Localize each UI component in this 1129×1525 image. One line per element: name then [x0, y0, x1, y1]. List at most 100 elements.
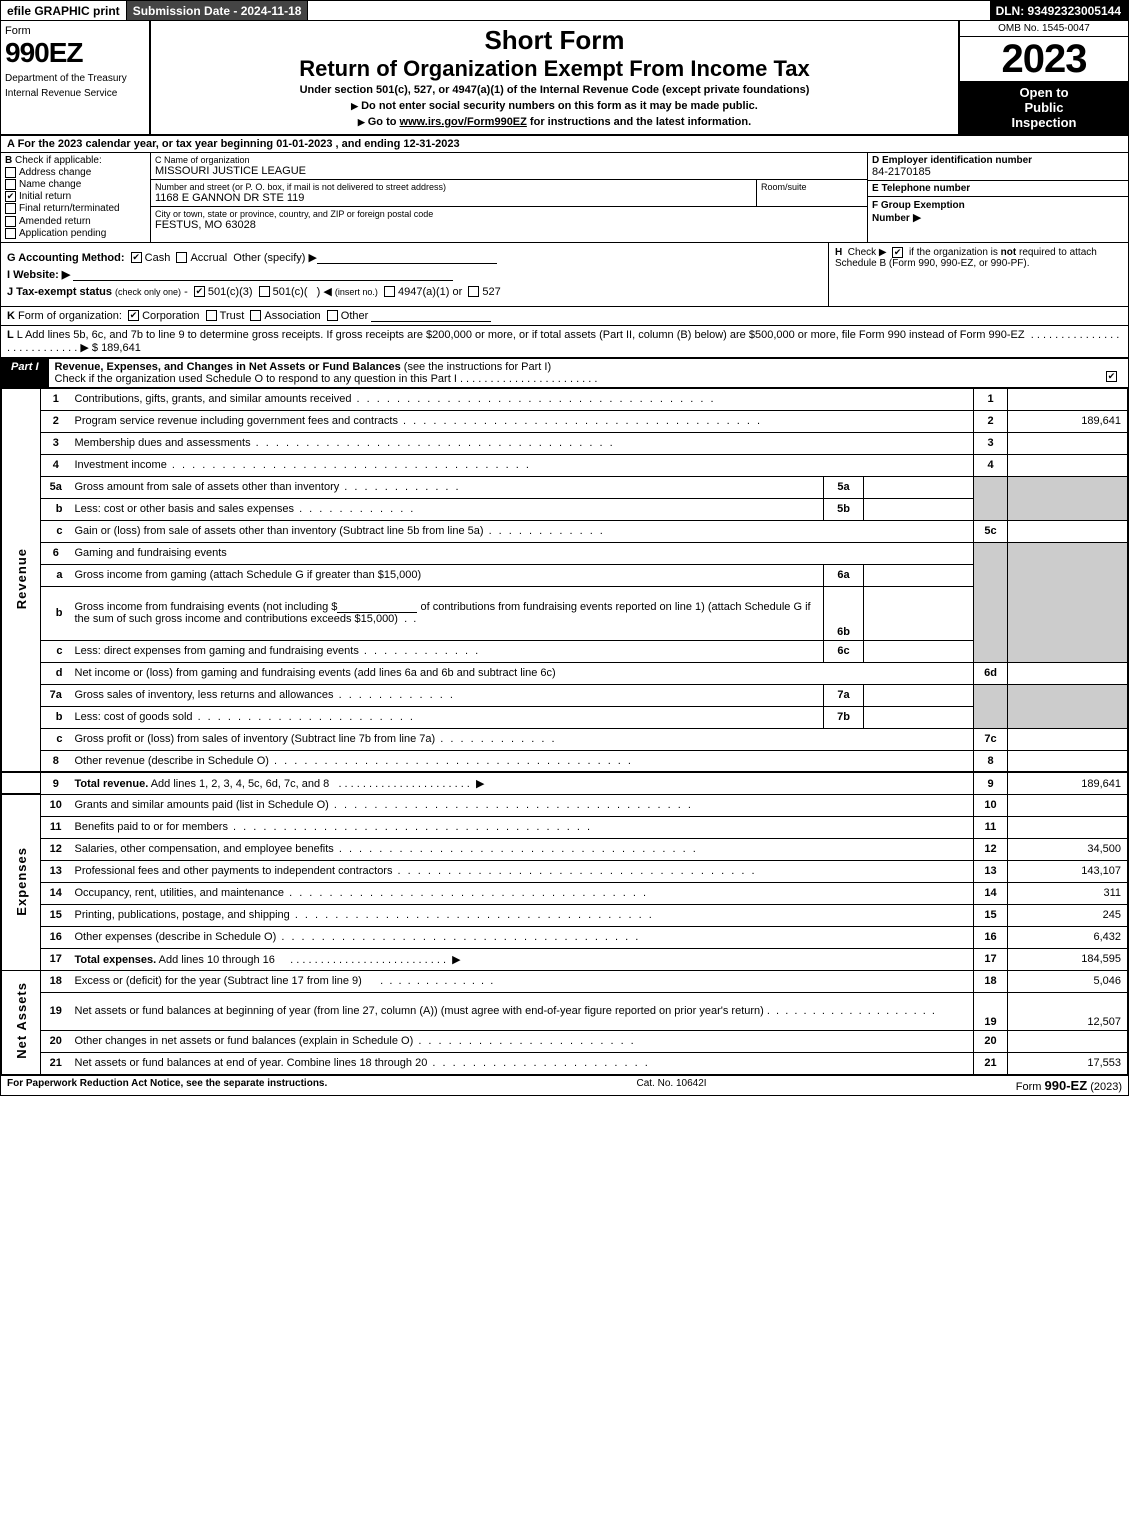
form-number: 990EZ — [5, 37, 145, 69]
ck-accrual[interactable] — [176, 252, 187, 263]
open-line2: Public — [964, 100, 1124, 115]
footer-right: Form 990-EZ (2023) — [1016, 1078, 1122, 1093]
street-label: Number and street (or P. O. box, if mail… — [155, 182, 752, 192]
phone-row: E Telephone number — [868, 181, 1128, 197]
l9-rnum: 9 — [974, 772, 1008, 794]
l10-desc: Grants and similar amounts paid (list in… — [71, 794, 974, 816]
l8-desc: Other revenue (describe in Schedule O) — [71, 750, 974, 772]
group-exemption-label: F Group Exemption — [872, 200, 965, 211]
col-c: C Name of organization MISSOURI JUSTICE … — [151, 153, 868, 242]
ck-4947[interactable] — [384, 286, 395, 297]
l15-num: 15 — [41, 904, 71, 926]
row-l-amount: 189,641 — [101, 342, 141, 354]
org-name-label: C Name of organization — [155, 155, 863, 165]
ck-501c[interactable] — [259, 286, 270, 297]
l14-num: 14 — [41, 882, 71, 904]
ck-trust[interactable] — [206, 310, 217, 321]
topbar: efile GRAPHIC print Submission Date - 20… — [1, 1, 1128, 21]
under-section: Under section 501(c), 527, or 4947(a)(1)… — [155, 84, 954, 96]
goto-link[interactable]: www.irs.gov/Form990EZ — [400, 116, 527, 128]
l6b-num: b — [41, 586, 71, 640]
l9-num: 9 — [41, 772, 71, 794]
row-19: 19 Net assets or fund balances at beginn… — [2, 992, 1128, 1030]
row-6c: c Less: direct expenses from gaming and … — [2, 640, 1128, 662]
ck-527[interactable] — [468, 286, 479, 297]
row-g-h: G Accounting Method: Cash Accrual Other … — [1, 243, 1128, 307]
l21-desc: Net assets or fund balances at end of ye… — [71, 1052, 974, 1074]
website-blank[interactable] — [73, 269, 453, 281]
l16-rnum: 16 — [974, 926, 1008, 948]
topbar-spacer — [308, 1, 989, 20]
l20-desc: Other changes in net assets or fund bala… — [71, 1030, 974, 1052]
street-value: 1168 E GANNON DR STE 119 — [155, 192, 752, 204]
l3-amt — [1008, 432, 1128, 454]
title-left: Form 990EZ Department of the Treasury In… — [1, 21, 151, 134]
line-g: G Accounting Method: Cash Accrual Other … — [7, 251, 822, 264]
group-exemption-row: F Group Exemption Number ▶ — [868, 197, 1128, 226]
l18-amt: 5,046 — [1008, 970, 1128, 992]
l20-num: 20 — [41, 1030, 71, 1052]
footer-left: For Paperwork Reduction Act Notice, see … — [7, 1078, 327, 1093]
group-exemption-arrow: ▶ — [913, 212, 921, 224]
row-21: 21 Net assets or fund balances at end of… — [2, 1052, 1128, 1074]
ck-cash[interactable] — [131, 252, 142, 263]
l6c-subval — [864, 640, 974, 662]
line-i: I Website: ▶ — [7, 268, 822, 281]
l1-desc: Contributions, gifts, grants, and simila… — [71, 388, 974, 410]
goto-pre: Go to — [368, 116, 400, 128]
l9-amt: 189,641 — [1008, 772, 1128, 794]
other-org-blank[interactable] — [371, 310, 491, 322]
ein-label: D Employer identification number — [872, 155, 1124, 166]
row-20: 20 Other changes in net assets or fund b… — [2, 1030, 1128, 1052]
l15-rnum: 15 — [974, 904, 1008, 926]
l11-num: 11 — [41, 816, 71, 838]
ck-name-change[interactable]: Name change — [5, 179, 146, 190]
part-i-subtitle: (see the instructions for Part I) — [404, 361, 551, 373]
section-bcdef: B Check if applicable: Address change Na… — [1, 153, 1128, 243]
ck-other-org[interactable] — [327, 310, 338, 321]
ck-501c3[interactable] — [194, 286, 205, 297]
g-other-blank[interactable] — [317, 252, 497, 264]
ck-initial-return[interactable]: Initial return — [5, 191, 146, 202]
l15-amt: 245 — [1008, 904, 1128, 926]
l6d-rnum: 6d — [974, 662, 1008, 684]
row-7b: b Less: cost of goods sold 7b — [2, 706, 1128, 728]
ck-schedule-o-part-i[interactable] — [1106, 371, 1117, 382]
ck-address-change[interactable]: Address change — [5, 167, 146, 178]
ck-corporation[interactable] — [128, 310, 139, 321]
l2-desc: Program service revenue including govern… — [71, 410, 974, 432]
l5a-subval — [864, 476, 974, 498]
ck-amended-return[interactable]: Amended return — [5, 216, 146, 227]
l5c-rnum: 5c — [974, 520, 1008, 542]
ck-final-return[interactable]: Final return/terminated — [5, 203, 146, 214]
street-cell: Number and street (or P. O. box, if mail… — [151, 180, 757, 206]
row-9: 9 Total revenue. Add lines 1, 2, 3, 4, 5… — [2, 772, 1128, 794]
ck-schedule-b-not-required[interactable] — [892, 247, 903, 258]
phone-label: E Telephone number — [872, 183, 1124, 194]
l13-num: 13 — [41, 860, 71, 882]
row-8: 8 Other revenue (describe in Schedule O)… — [2, 750, 1128, 772]
l18-desc: Excess or (deficit) for the year (Subtra… — [71, 970, 974, 992]
part-i-title: Revenue, Expenses, and Changes in Net As… — [49, 359, 1098, 387]
l13-desc: Professional fees and other payments to … — [71, 860, 974, 882]
l5a-num: 5a — [41, 476, 71, 498]
l6c-num: c — [41, 640, 71, 662]
row-7a: 7a Gross sales of inventory, less return… — [2, 684, 1128, 706]
ck-application-pending[interactable]: Application pending — [5, 228, 146, 239]
open-line1: Open to — [964, 85, 1124, 100]
efile-print-label[interactable]: efile GRAPHIC print — [1, 1, 127, 20]
city-value: FESTUS, MO 63028 — [155, 219, 863, 231]
l21-num: 21 — [41, 1052, 71, 1074]
l17-num: 17 — [41, 948, 71, 970]
l5ab-rnum-grey — [974, 476, 1008, 520]
ck-association[interactable] — [250, 310, 261, 321]
l4-rnum: 4 — [974, 454, 1008, 476]
ssn-warning-text: Do not enter social security numbers on … — [361, 100, 758, 112]
l5b-desc: Less: cost or other basis and sales expe… — [71, 498, 824, 520]
row-17: 17 Total expenses. Add lines 10 through … — [2, 948, 1128, 970]
open-inspection: Open to Public Inspection — [960, 81, 1128, 134]
row-l-arrow: ▶ $ — [80, 342, 98, 354]
l5c-amt — [1008, 520, 1128, 542]
l8-num: 8 — [41, 750, 71, 772]
row-6: 6 Gaming and fundraising events — [2, 542, 1128, 564]
